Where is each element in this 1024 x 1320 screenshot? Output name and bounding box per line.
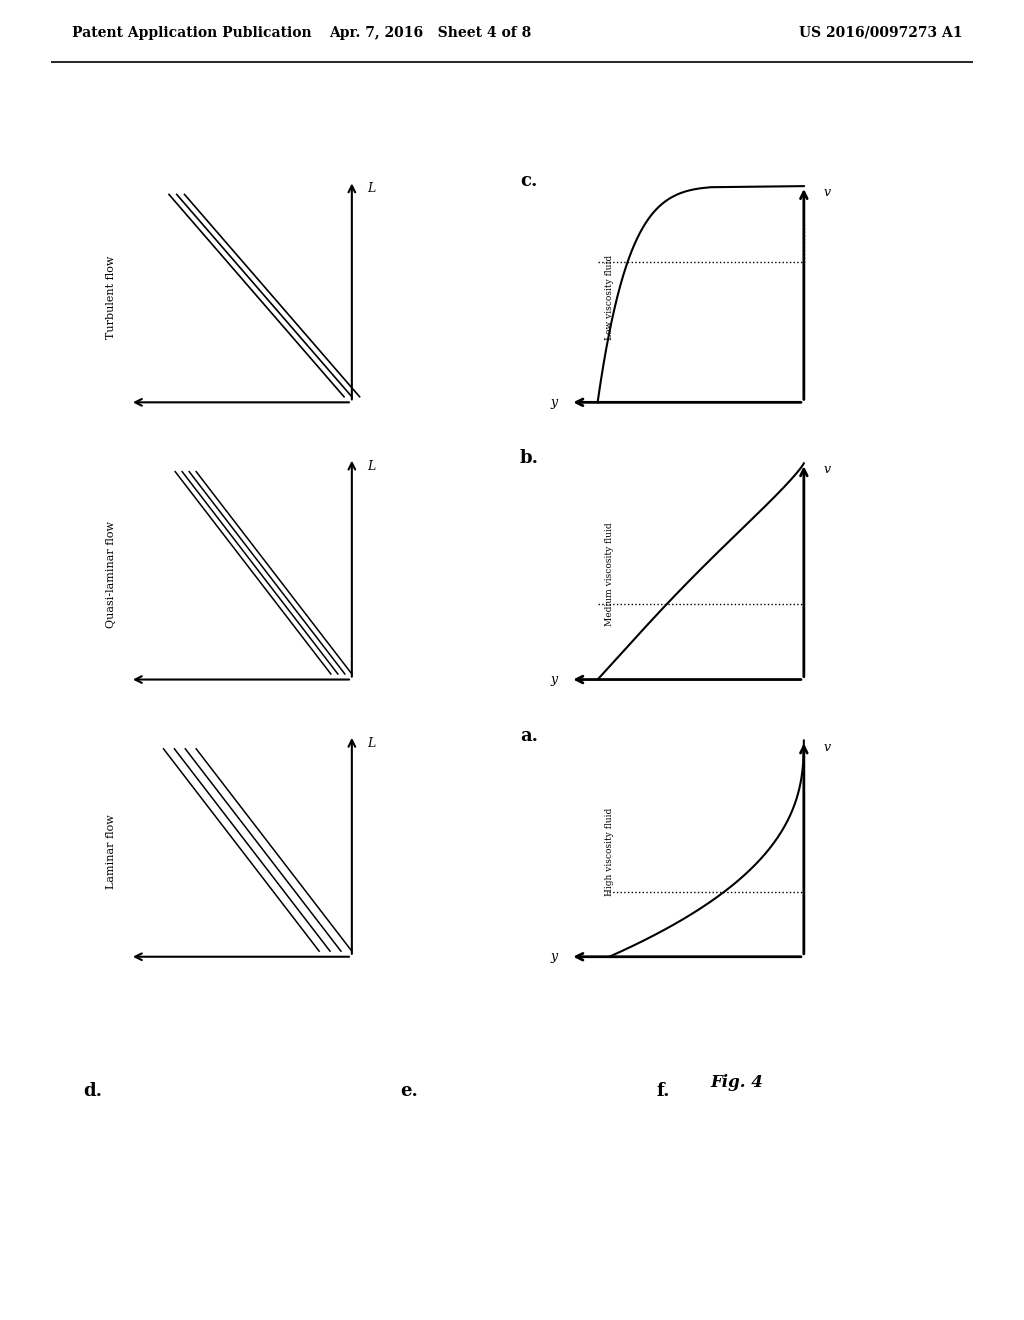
Text: b.: b. [520, 449, 539, 467]
Text: Quasi-laminar flow: Quasi-laminar flow [105, 520, 116, 628]
Text: Low viscosity fluid: Low viscosity fluid [605, 255, 613, 339]
Text: US 2016/0097273 A1: US 2016/0097273 A1 [799, 26, 963, 40]
Text: a.: a. [520, 726, 538, 744]
Text: e.: e. [400, 1082, 418, 1101]
Text: L: L [368, 182, 376, 195]
Text: Turbulent flow: Turbulent flow [105, 255, 116, 339]
Text: High viscosity fluid: High viscosity fluid [605, 808, 613, 895]
Text: y: y [551, 950, 558, 964]
Text: y: y [551, 673, 558, 686]
Text: Laminar flow: Laminar flow [105, 814, 116, 888]
Text: Apr. 7, 2016   Sheet 4 of 8: Apr. 7, 2016 Sheet 4 of 8 [329, 26, 531, 40]
Text: Patent Application Publication: Patent Application Publication [72, 26, 311, 40]
Text: Medium viscosity fluid: Medium viscosity fluid [605, 523, 613, 626]
Text: L: L [368, 737, 376, 750]
Text: v: v [823, 741, 830, 754]
Text: d.: d. [83, 1082, 102, 1101]
Text: Fig. 4: Fig. 4 [711, 1074, 764, 1090]
Text: v: v [823, 463, 830, 477]
Text: v: v [823, 186, 830, 199]
Text: y: y [551, 396, 558, 409]
Text: c.: c. [520, 173, 538, 190]
Text: f.: f. [656, 1082, 670, 1101]
Text: L: L [368, 459, 376, 473]
